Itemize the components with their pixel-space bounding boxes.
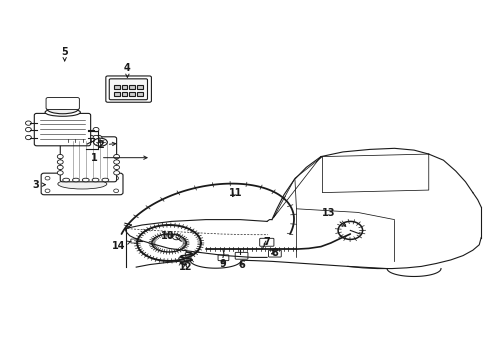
Ellipse shape [63,178,70,182]
Bar [129,92,135,96]
Circle shape [25,121,31,125]
Circle shape [93,135,99,140]
Bar [114,85,120,89]
Ellipse shape [49,100,76,109]
Circle shape [172,234,180,240]
Bar [122,92,127,96]
Circle shape [114,189,119,193]
Ellipse shape [82,178,89,182]
Circle shape [114,160,120,164]
Text: 11: 11 [228,188,242,198]
Text: 12: 12 [178,262,192,272]
Bar [114,92,120,96]
Text: 2: 2 [97,140,116,150]
Circle shape [45,176,50,180]
Circle shape [25,135,31,140]
Text: 9: 9 [220,259,226,269]
Circle shape [57,171,63,175]
Ellipse shape [92,178,99,182]
Bar [137,92,143,96]
FancyBboxPatch shape [109,79,147,100]
Circle shape [93,127,99,132]
Ellipse shape [58,179,107,189]
Text: 1: 1 [91,153,147,163]
Text: 13: 13 [321,208,346,226]
Circle shape [45,189,50,193]
Text: 10: 10 [161,231,175,241]
FancyBboxPatch shape [60,137,117,182]
FancyBboxPatch shape [131,239,138,243]
Circle shape [57,160,63,164]
Text: 7: 7 [264,237,270,247]
Ellipse shape [45,108,80,116]
Ellipse shape [102,178,109,182]
Ellipse shape [73,178,79,182]
FancyBboxPatch shape [260,238,274,246]
FancyBboxPatch shape [235,252,248,259]
Bar [129,85,135,89]
Circle shape [114,165,120,170]
Ellipse shape [80,135,87,142]
Text: 3: 3 [32,180,46,190]
Text: 4: 4 [124,63,131,77]
Ellipse shape [64,135,71,142]
Ellipse shape [47,104,78,114]
Circle shape [114,171,120,175]
FancyBboxPatch shape [269,250,281,257]
Ellipse shape [96,135,102,142]
FancyBboxPatch shape [46,98,79,109]
Circle shape [57,154,63,159]
Circle shape [114,176,119,180]
Bar [137,85,143,89]
Text: 14: 14 [112,240,131,251]
FancyBboxPatch shape [41,173,123,195]
Text: 5: 5 [61,47,68,61]
Ellipse shape [94,138,107,146]
FancyBboxPatch shape [106,76,151,102]
Circle shape [25,127,31,132]
Text: 6: 6 [238,260,245,270]
Text: 8: 8 [271,248,278,258]
FancyBboxPatch shape [218,255,229,261]
Ellipse shape [88,135,94,142]
Bar [122,85,127,89]
Circle shape [114,154,120,159]
Ellipse shape [73,135,78,142]
FancyBboxPatch shape [34,113,91,146]
Circle shape [57,165,63,170]
